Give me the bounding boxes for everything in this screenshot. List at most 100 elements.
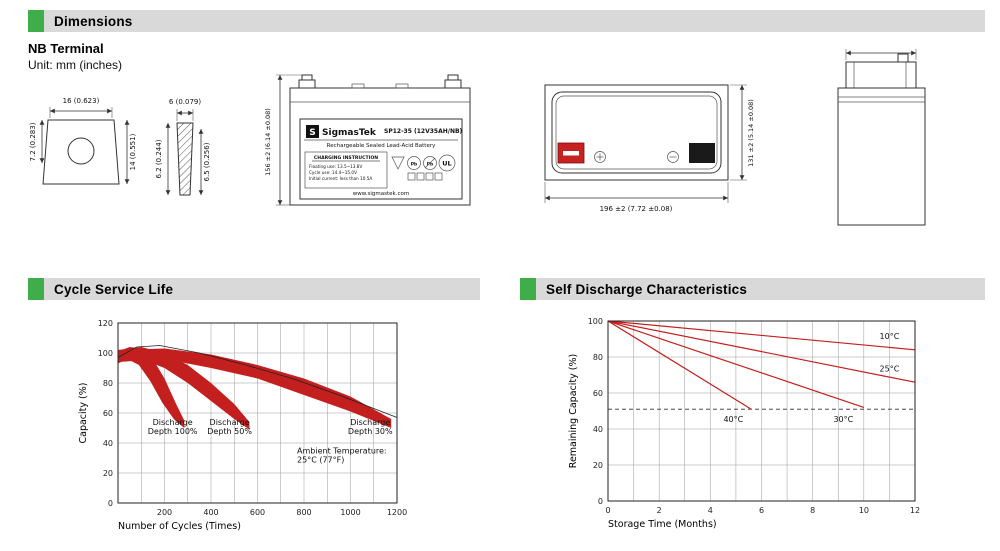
data-line (607, 320, 916, 383)
charging-line-1: Floating use: 13.5~13.8V (309, 164, 362, 169)
y-tick-label: 0 (598, 497, 603, 506)
terminal-side-section (176, 122, 194, 196)
terminal-front-drawing: 16 (0.623) 7.2 (0.283) 14 (0.551) (29, 97, 137, 185)
product-label (299, 118, 463, 200)
x-tick-label: 1000 (340, 508, 360, 517)
cycle-service-life-chart: 200 400 600 800 1000 1200 0 20 40 60 80 100 120 Numbe… (78, 319, 407, 532)
green-accent-icon (28, 10, 44, 32)
y-axis-label: Capacity (%) (78, 383, 89, 444)
battery-type-label: Rechargeable Sealed Lead-Acid Battery (327, 143, 436, 149)
brand-name: SigmasTek (322, 128, 377, 138)
charging-line-3: Initial current: less than 10.5A (309, 176, 372, 181)
x-axis-label: Number of Cycles (Times) (118, 521, 241, 532)
battery-terminal-left (298, 79, 316, 89)
safety-icon (434, 172, 443, 181)
data-line (117, 345, 398, 418)
unit-note: Unit: mm (inches) (28, 58, 123, 72)
data-band (118, 348, 392, 428)
green-accent-icon (28, 278, 44, 300)
model-number: SP12-35 (12V35AH/NB) (384, 128, 463, 135)
pb-icon (407, 156, 421, 170)
y-tick-label: 80 (103, 379, 113, 388)
plus-symbol-icon (594, 151, 606, 163)
chart-annotation: Discharge Depth 100% (148, 418, 198, 436)
data-line (607, 320, 916, 351)
battery-top-view: 196 ±2 (7.72 ±0.08) 131 ±2 (5.14 ±0.08) (544, 84, 755, 213)
dim-battery-length: 196 ±2 (7.72 ±0.08) (600, 205, 673, 213)
section-header-dimensions: Dimensions (28, 10, 985, 32)
battery-terminal-right (444, 79, 462, 89)
dim-battery-height: 156 ±2 (6.14 ±0.08) (264, 108, 272, 176)
website-label: www.sigmastek.com (353, 191, 409, 197)
top-view-outline (544, 84, 729, 181)
x-tick-label: 8 (810, 506, 815, 515)
terminal-side-drawing: 6 (0.079) 6.2 (0.244) 6.5 (0.256) (155, 98, 211, 196)
battery-front-view: S SigmasTek SP12-35 (12V35AH/NB) Recharg… (264, 74, 471, 206)
x-tick-label: 10 (859, 506, 869, 515)
x-tick-label: 0 (605, 506, 610, 515)
dim-terminal-side-width: 6 (0.079) (169, 98, 201, 106)
ul-label: UL (442, 160, 451, 168)
x-tick-label: 1200 (387, 508, 407, 517)
x-axis-label: Storage Time (Months) (608, 519, 717, 530)
y-tick-label: 20 (593, 461, 603, 470)
battery-terminal-left-cap (301, 74, 313, 81)
dim-terminal-width: 16 (0.623) (63, 97, 100, 105)
dim-terminal-side-right: 6.5 (0.256) (203, 142, 211, 181)
side-view-lid (845, 61, 917, 89)
brand-logo-icon (306, 125, 319, 138)
self-discharge-chart: 0 2 4 6 8 10 12 0 20 40 60 80 100 Storage Time (Month… (568, 317, 920, 530)
y-tick-label: 80 (593, 353, 603, 362)
top-view-inner-2 (555, 95, 718, 170)
dim-terminal-left: 7.2 (0.283) (29, 122, 37, 161)
data-line (607, 320, 752, 410)
dim-terminal-right: 14 (0.551) (129, 133, 137, 170)
x-tick-label: 2 (657, 506, 662, 515)
dim-battery-width: 131 ±2 (5.14 ±0.08) (747, 99, 755, 167)
charging-line-2: Cycle use: 14.4~15.0V (309, 170, 357, 175)
chart-annotation: 30°C (833, 415, 853, 424)
green-accent-icon (520, 278, 536, 300)
battery-terminal-right-cap (447, 74, 459, 81)
chart-annotation: Discharge Depth 50% (207, 418, 252, 436)
x-tick-label: 800 (296, 508, 311, 517)
terminal-front-outline (42, 119, 120, 185)
side-view-body (837, 87, 926, 226)
terminal-type-label: NB Terminal (28, 41, 104, 56)
charging-instruction-box (304, 151, 388, 189)
dimension-drawings: 16 (0.623) 7.2 (0.283) 14 (0.551) 6 (0.0… (29, 49, 926, 226)
chart-annotation: 25°C (880, 364, 900, 373)
section-header-self-discharge: Self Discharge Characteristics (520, 278, 985, 300)
top-view-inner (551, 91, 722, 174)
x-tick-label: 200 (157, 508, 172, 517)
safety-icon (416, 172, 425, 181)
plot-border (117, 322, 398, 504)
pb-label-2: Pb (427, 162, 434, 168)
vent-bump (395, 83, 409, 89)
x-tick-label: 4 (708, 506, 713, 515)
pb-label: Pb (411, 162, 418, 168)
battery-body (289, 87, 471, 206)
chart-annotation: 40°C (723, 415, 743, 424)
x-tick-label: 400 (203, 508, 218, 517)
section-title-cycle-life: Cycle Service Life (54, 281, 174, 297)
battery-side-view (837, 49, 926, 226)
positive-terminal-mark (563, 151, 579, 156)
side-view-terminal (897, 53, 909, 63)
section-title-dimensions: Dimensions (54, 13, 133, 29)
data-band (118, 347, 185, 428)
y-tick-label: 20 (103, 469, 113, 478)
y-tick-label: 60 (103, 409, 113, 418)
y-tick-label: 120 (98, 319, 113, 328)
chart-annotation: Discharge Depth 30% (348, 418, 393, 436)
y-tick-label: 100 (588, 317, 603, 326)
terminal-front-hole (67, 137, 95, 165)
y-tick-label: 60 (593, 389, 603, 398)
section-title-self-discharge: Self Discharge Characteristics (546, 281, 748, 297)
chart-annotation: 10°C (880, 332, 900, 341)
ul-mark-icon (438, 154, 456, 172)
dim-terminal-side-left: 6.2 (0.244) (155, 139, 163, 178)
y-tick-label: 40 (593, 425, 603, 434)
chart-annotation: Ambient Temperature: 25°C (77°F) (297, 447, 387, 465)
